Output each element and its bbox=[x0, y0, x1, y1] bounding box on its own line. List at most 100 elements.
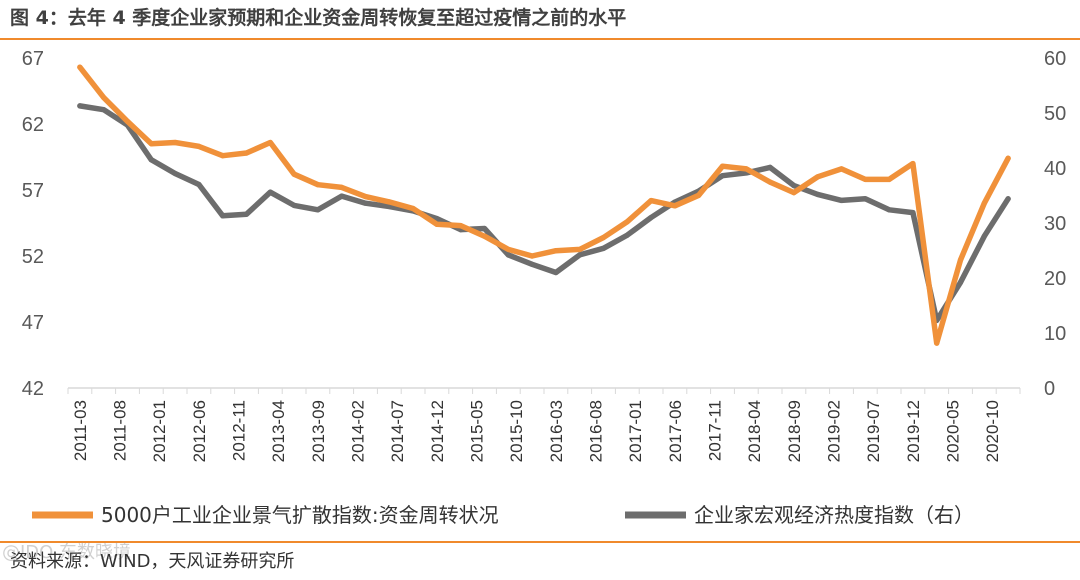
data-point-series-2 bbox=[77, 103, 83, 109]
y-right-tick-label: 60 bbox=[1044, 48, 1066, 70]
data-point-series-2 bbox=[101, 107, 107, 113]
data-point-series-2 bbox=[172, 170, 178, 177]
data-point-series-1 bbox=[529, 253, 535, 259]
legend-label-series-2: 企业家宏观经济热度指数（右） bbox=[694, 503, 974, 527]
x-tick-label: 2012-11 bbox=[230, 400, 249, 461]
y-left-tick-label: 62 bbox=[22, 114, 44, 136]
x-tick-label: 2014-12 bbox=[428, 400, 447, 462]
source-note: 资料来源：WIND，天风证券研究所 bbox=[10, 551, 295, 572]
x-tick-label: 2018-09 bbox=[785, 400, 804, 462]
data-point-series-2 bbox=[648, 214, 654, 221]
y-left-tick-label: 52 bbox=[22, 246, 44, 268]
legend-label-series-1: 5000户工业企业景气扩散指数:资金周转状况 bbox=[101, 503, 499, 527]
y-right-tick-label: 30 bbox=[1044, 213, 1066, 235]
data-point-series-2 bbox=[600, 245, 607, 251]
data-point-series-1 bbox=[815, 174, 821, 180]
data-point-series-1 bbox=[791, 190, 797, 196]
x-tick-label: 2017-06 bbox=[666, 400, 685, 462]
y-right-tick-label: 0 bbox=[1044, 378, 1055, 400]
x-tick-label: 2016-03 bbox=[547, 400, 566, 462]
data-point-series-1 bbox=[553, 248, 559, 254]
data-point-series-2 bbox=[957, 279, 964, 285]
data-point-series-2 bbox=[196, 181, 202, 188]
y-left-tick-label: 42 bbox=[22, 378, 44, 400]
data-point-series-2 bbox=[838, 197, 845, 203]
data-point-series-2 bbox=[910, 210, 916, 216]
x-tick-label: 2014-02 bbox=[349, 400, 368, 462]
data-point-series-1 bbox=[458, 223, 464, 229]
data-point-series-1 bbox=[196, 143, 202, 149]
y-left-tick-label: 67 bbox=[22, 48, 44, 70]
data-point-series-1 bbox=[672, 203, 678, 209]
data-point-series-1 bbox=[77, 64, 83, 70]
chart-title: 图 4：去年 4 季度企业家预期和企业资金周转恢复至超过疫情之前的水平 bbox=[10, 7, 627, 29]
data-point-series-1 bbox=[291, 171, 297, 177]
data-point-series-2 bbox=[386, 203, 392, 210]
data-point-series-2 bbox=[362, 200, 369, 206]
data-point-series-1 bbox=[696, 192, 702, 198]
data-point-series-2 bbox=[505, 252, 511, 258]
data-point-series-1 bbox=[910, 161, 916, 167]
data-point-series-1 bbox=[1005, 155, 1011, 161]
data-point-series-2 bbox=[719, 173, 726, 179]
data-point-series-1 bbox=[719, 163, 726, 169]
data-point-series-2 bbox=[791, 183, 797, 189]
x-tick-label: 2019-12 bbox=[904, 400, 923, 462]
data-point-series-1 bbox=[101, 95, 107, 101]
y-left-tick-label: 57 bbox=[22, 180, 44, 202]
data-point-series-1 bbox=[267, 139, 273, 146]
x-tick-label: 2014-07 bbox=[388, 400, 407, 462]
left-axis-ticks: 67 62 57 52 47 42 bbox=[22, 48, 44, 400]
data-point-series-1 bbox=[957, 257, 964, 263]
data-point-series-2 bbox=[291, 202, 297, 208]
y-right-tick-label: 20 bbox=[1044, 268, 1066, 290]
y-right-tick-label: 40 bbox=[1044, 158, 1066, 180]
x-axis-ticks: 2011-03 2011-08 2012-01 2012-06 2012-11 2013-… bbox=[71, 400, 1002, 462]
data-point-series-1 bbox=[934, 340, 940, 346]
x-tick-label: 2012-01 bbox=[150, 400, 169, 462]
data-point-series-2 bbox=[624, 232, 630, 238]
data-point-series-1 bbox=[624, 219, 630, 225]
x-tick-label: 2011-08 bbox=[111, 400, 130, 461]
data-point-series-1 bbox=[743, 166, 749, 172]
data-point-series-1 bbox=[362, 194, 369, 200]
data-point-series-1 bbox=[767, 179, 773, 185]
data-point-series-2 bbox=[315, 207, 321, 213]
x-tick-label: 2020-10 bbox=[983, 400, 1002, 462]
x-tick-label: 2017-01 bbox=[626, 400, 645, 462]
data-point-series-2 bbox=[529, 261, 535, 267]
data-point-series-1 bbox=[600, 234, 607, 241]
data-point-series-1 bbox=[577, 246, 583, 252]
x-tick-label: 2015-05 bbox=[468, 400, 487, 462]
data-point-series-1 bbox=[434, 221, 440, 227]
y-right-tick-label: 10 bbox=[1044, 323, 1066, 345]
data-point-series-2 bbox=[267, 189, 273, 195]
data-point-series-2 bbox=[815, 191, 821, 197]
data-point-series-2 bbox=[767, 164, 773, 170]
data-point-series-1 bbox=[981, 200, 987, 206]
data-point-series-2 bbox=[981, 233, 987, 239]
data-point-series-2 bbox=[339, 193, 345, 199]
data-point-series-1 bbox=[315, 182, 321, 188]
data-point-series-1 bbox=[148, 141, 154, 147]
x-tick-label: 2013-09 bbox=[309, 400, 328, 462]
data-point-series-2 bbox=[243, 211, 250, 217]
data-point-series-2 bbox=[862, 196, 868, 202]
series-line-1 bbox=[77, 64, 1011, 346]
data-point-series-2 bbox=[434, 216, 440, 222]
data-point-series-1 bbox=[220, 153, 226, 159]
data-point-series-2 bbox=[1005, 196, 1011, 202]
data-point-series-1 bbox=[838, 166, 845, 172]
x-tick-label: 2019-02 bbox=[825, 400, 844, 462]
data-point-series-2 bbox=[481, 225, 488, 232]
right-axis-ticks: 60 50 40 30 20 10 0 bbox=[1044, 48, 1066, 400]
chart-legend: 5000户工业企业景气扩散指数:资金周转状况 企业家宏观经济热度指数（右） bbox=[32, 503, 974, 527]
y-left-tick-label: 47 bbox=[22, 312, 44, 334]
top-divider bbox=[0, 38, 1080, 40]
data-point-series-2 bbox=[148, 157, 154, 163]
data-point-series-1 bbox=[862, 176, 868, 182]
axes-layer bbox=[67, 387, 1021, 394]
x-tick-label: 2012-06 bbox=[190, 400, 209, 462]
data-point-series-2 bbox=[886, 207, 892, 213]
